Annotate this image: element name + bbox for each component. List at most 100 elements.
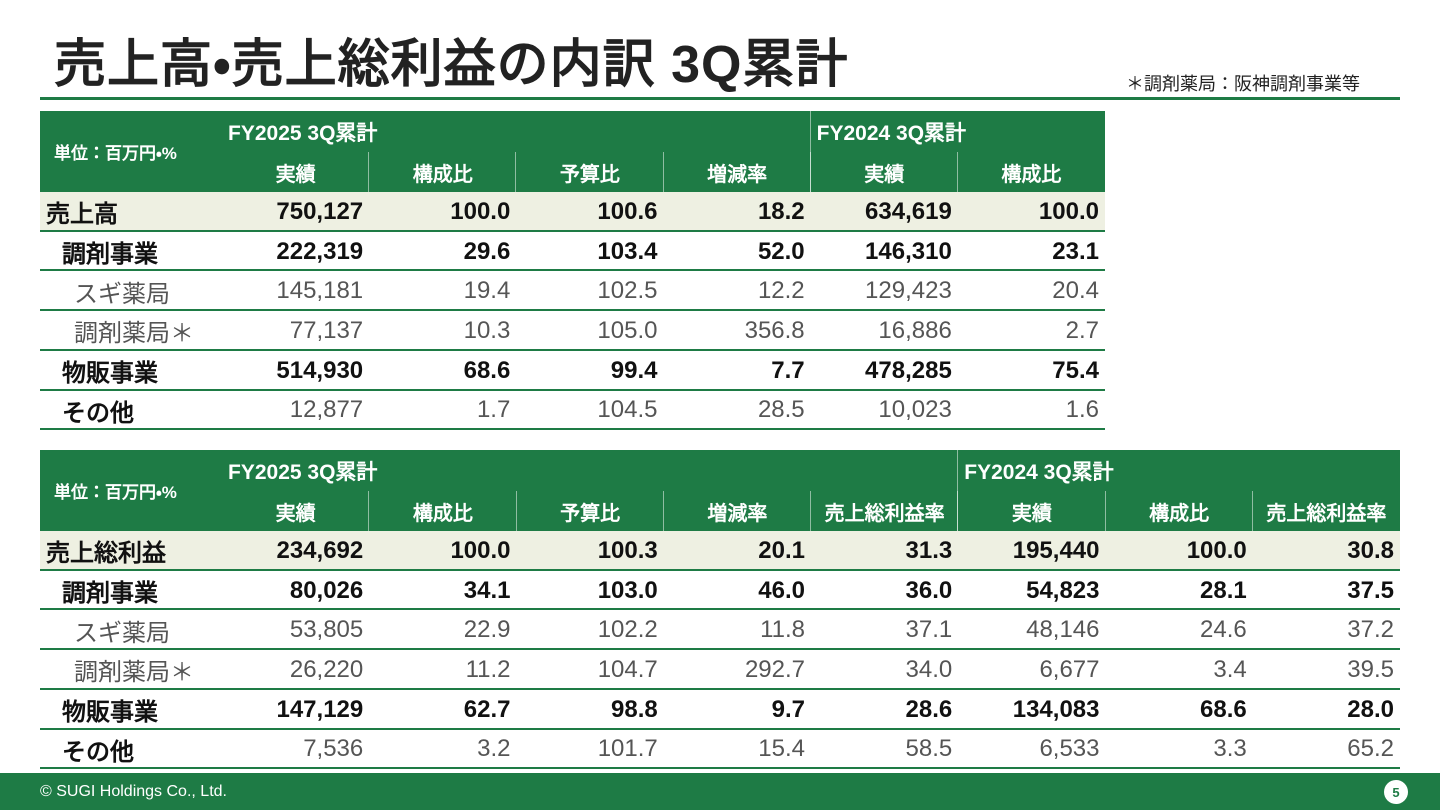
cell-value: 104.7 xyxy=(597,655,658,683)
cell-value: 10.3 xyxy=(463,316,511,344)
column-separator xyxy=(956,152,958,192)
cell-value: 68.6 xyxy=(463,356,511,384)
copyright: © SUGI Holdings Co., Ltd. xyxy=(40,783,227,800)
cell-value: 750,127 xyxy=(276,197,364,225)
cell-value: 102.5 xyxy=(597,277,658,305)
cell-value: 22.9 xyxy=(463,616,511,644)
cell-value: 103.4 xyxy=(597,237,658,265)
cell-value: 24.6 xyxy=(1200,616,1247,644)
group-label: FY2024 3Q累計 xyxy=(816,121,967,145)
cell-value: 26,220 xyxy=(289,655,364,683)
column-separator xyxy=(515,491,517,531)
column-header: 実績 xyxy=(1011,502,1052,525)
row-label: その他 xyxy=(62,399,134,427)
cell-value: 28.0 xyxy=(1347,695,1394,723)
row-label: 物販事業 xyxy=(62,699,158,727)
cell-value: 3.4 xyxy=(1213,655,1247,683)
cell-value: 103.0 xyxy=(597,576,658,604)
column-separator xyxy=(957,491,959,531)
cell-value: 11.8 xyxy=(760,616,805,644)
row-rule xyxy=(40,348,1105,351)
column-separator xyxy=(662,152,664,192)
column-header: 予算比 xyxy=(560,502,621,525)
unit-label: 単位：百万円・% xyxy=(40,450,222,531)
cell-value: 7,536 xyxy=(303,735,364,763)
cell-value: 15.4 xyxy=(758,735,805,763)
row-rule xyxy=(40,568,1400,571)
cell-value: 39.5 xyxy=(1347,655,1394,683)
footer-band xyxy=(0,773,1440,810)
cell-value: 20.1 xyxy=(758,536,805,564)
row-label: 調剤事業 xyxy=(62,580,158,608)
column-header: 増減率 xyxy=(707,502,768,525)
row-label: 売上高 xyxy=(46,201,118,229)
row-rule xyxy=(40,388,1105,391)
cell-value: 77,137 xyxy=(289,316,364,344)
column-header: 構成比 xyxy=(1001,163,1062,186)
column-header: 実績 xyxy=(864,163,905,186)
cell-value: 146,310 xyxy=(865,237,952,265)
group-label: FY2025 3Q累計 xyxy=(228,121,378,145)
cell-value: 3.3 xyxy=(1213,735,1247,763)
column-separator xyxy=(368,491,370,531)
cell-value: 7.7 xyxy=(771,356,805,384)
row-label: 物販事業 xyxy=(62,360,158,388)
group-separator xyxy=(957,450,959,531)
cell-value: 100.0 xyxy=(1038,197,1099,225)
cell-value: 48,146 xyxy=(1026,616,1100,644)
cell-value: 68.6 xyxy=(1200,695,1247,723)
cell-value: 100.0 xyxy=(450,536,511,564)
row-label: 売上総利益 xyxy=(46,540,166,568)
cell-value: 29.6 xyxy=(463,237,511,265)
table-header xyxy=(40,450,1400,531)
cell-value: 100.3 xyxy=(597,536,658,564)
row-highlight xyxy=(40,531,1400,571)
row-rule xyxy=(40,309,1105,312)
group-label: FY2025 3Q累計 xyxy=(228,460,378,484)
cell-value: 62.7 xyxy=(463,695,511,723)
column-separator xyxy=(515,152,517,192)
row-rule xyxy=(40,727,1400,730)
row-label: その他 xyxy=(62,738,134,766)
page-number: 5 xyxy=(1384,780,1408,804)
column-header: 構成比 xyxy=(1149,502,1210,525)
row-label: 調剤薬局＊ xyxy=(74,659,194,687)
cell-value: 9.7 xyxy=(771,695,805,723)
cell-value: 147,129 xyxy=(276,695,364,723)
cell-value: 195,440 xyxy=(1012,536,1100,564)
cell-value: 129,423 xyxy=(865,277,952,305)
column-header: 実績 xyxy=(275,502,316,525)
cell-value: 20.4 xyxy=(1052,277,1099,305)
cell-value: 10,023 xyxy=(878,396,952,424)
column-header: 売上総利益率 xyxy=(1266,502,1387,525)
cell-value: 6,533 xyxy=(1039,735,1100,763)
group-label: FY2024 3Q累計 xyxy=(964,460,1114,484)
row-label: 調剤薬局＊ xyxy=(74,320,194,348)
row-rule xyxy=(40,608,1400,611)
cell-value: 100.0 xyxy=(1186,536,1247,564)
column-separator xyxy=(662,491,664,531)
cell-value: 3.2 xyxy=(477,735,511,763)
cell-value: 34.0 xyxy=(905,655,953,683)
column-header: 実績 xyxy=(275,163,316,186)
column-separator xyxy=(368,152,370,192)
cell-value: 100.6 xyxy=(597,197,658,225)
cell-value: 98.8 xyxy=(611,695,658,723)
unit-label: 単位：百万円・% xyxy=(40,111,222,192)
footnote: ＊調剤薬局：阪神調剤事業等 xyxy=(1126,74,1360,94)
cell-value: 31.3 xyxy=(905,536,953,564)
row-rule xyxy=(40,767,1400,770)
cell-value: 65.2 xyxy=(1347,735,1394,763)
cell-value: 1.6 xyxy=(1065,396,1099,424)
row-label: 調剤事業 xyxy=(62,241,158,269)
cell-value: 37.1 xyxy=(905,616,953,644)
cell-value: 28.5 xyxy=(757,396,805,424)
cell-value: 2.7 xyxy=(1065,316,1099,344)
column-header: 構成比 xyxy=(412,163,473,186)
cell-value: 634,619 xyxy=(865,197,952,225)
cell-value: 292.7 xyxy=(744,655,805,683)
cell-value: 478,285 xyxy=(865,356,952,384)
column-separator xyxy=(809,152,811,192)
cell-value: 222,319 xyxy=(276,237,364,265)
